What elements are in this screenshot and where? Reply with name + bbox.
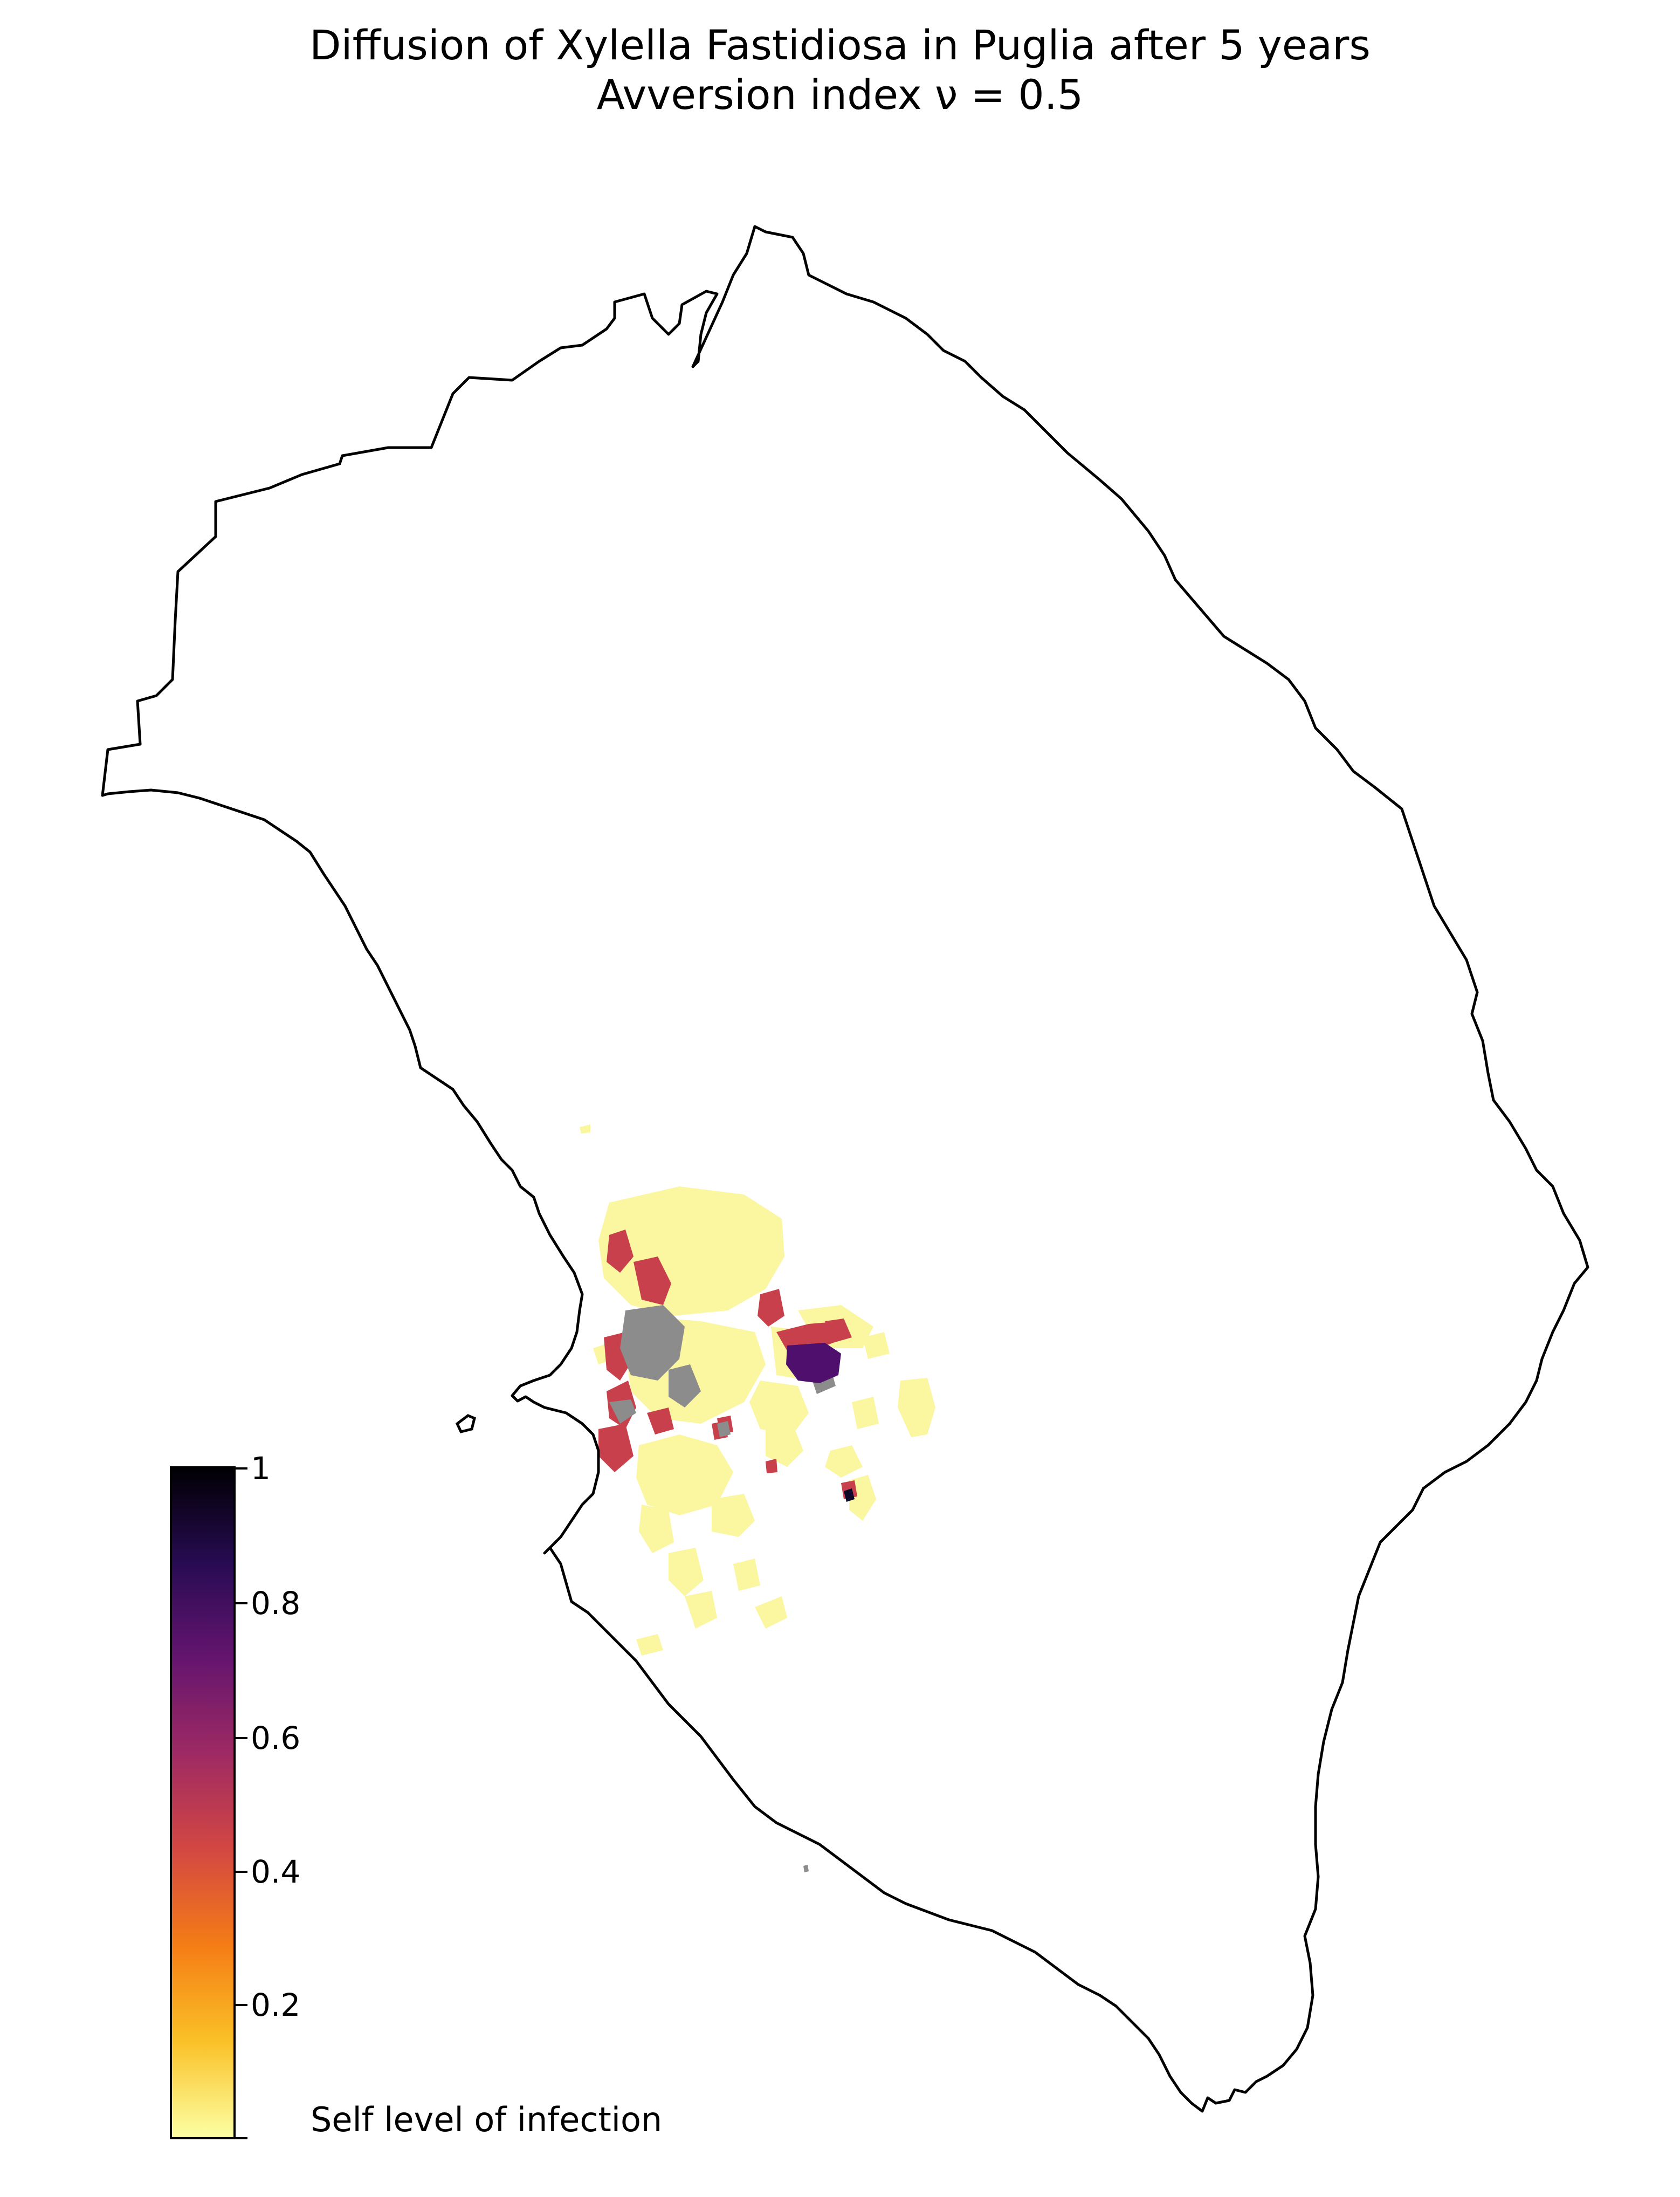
colorbar-tick-mark [236, 1871, 247, 1873]
infection-patch [803, 1865, 809, 1872]
infection-patch [863, 1332, 890, 1359]
infection-light-patches [580, 1124, 935, 1656]
islet-outline [455, 1414, 476, 1433]
infection-patch [758, 1289, 784, 1327]
colorbar-tick-label: 0.2 [251, 1987, 301, 2023]
infection-layer [580, 1124, 935, 1872]
infection-patch [598, 1424, 634, 1472]
infection-patch [636, 1434, 733, 1515]
colorbar-tick-mark [236, 2137, 247, 2139]
colorbar-label: Self level of infection [311, 2100, 663, 2139]
colorbar-tick-label: 0.4 [251, 1853, 301, 1890]
infection-patch [607, 1230, 634, 1273]
infection-max-patches [844, 1488, 855, 1502]
infection-patch [755, 1596, 787, 1629]
title-line-2: Avversion index ν = 0.5 [596, 71, 1084, 119]
infection-patch [712, 1494, 755, 1537]
colorbar-tick-mark [236, 1602, 247, 1604]
colorbar-tick-label: 0.8 [251, 1585, 301, 1622]
infection-patch [634, 1257, 671, 1305]
infection-patch [669, 1548, 704, 1596]
colorbar-tick-mark [236, 1737, 247, 1739]
infection-patch [669, 1364, 701, 1408]
infection-patch [852, 1397, 879, 1429]
infection-patch [825, 1319, 852, 1343]
infection-patch [849, 1475, 876, 1521]
infection-patch [898, 1378, 935, 1437]
colorbar-tick-label: 0.6 [251, 1720, 301, 1756]
infection-patch [580, 1124, 590, 1134]
infection-patch [636, 1634, 663, 1656]
colorbar [170, 1466, 236, 2139]
infection-patch [733, 1559, 760, 1591]
infection-patch [749, 1381, 809, 1434]
infection-patch [647, 1408, 674, 1434]
infection-patch [825, 1445, 863, 1478]
chart-title: Diffusion of Xylella Fastidiosa in Pugli… [0, 20, 1680, 120]
region-outline [101, 225, 1589, 2113]
infection-high-patches [786, 1343, 841, 1383]
colorbar-tick-mark [236, 2004, 247, 2006]
infection-patch [609, 1399, 636, 1424]
infection-patch [620, 1305, 685, 1381]
infection-patch [639, 1505, 674, 1553]
infection-patch [844, 1488, 855, 1502]
title-line-1: Diffusion of Xylella Fastidiosa in Pugli… [309, 21, 1371, 69]
infection-patch [766, 1459, 777, 1473]
colorbar-tick-mark [236, 1467, 247, 1470]
infection-patch [685, 1591, 717, 1629]
colorbar-tick-label: 1 [251, 1450, 271, 1487]
infection-patch [786, 1343, 841, 1383]
infection-patch [717, 1421, 731, 1437]
infection-patch [766, 1424, 803, 1467]
